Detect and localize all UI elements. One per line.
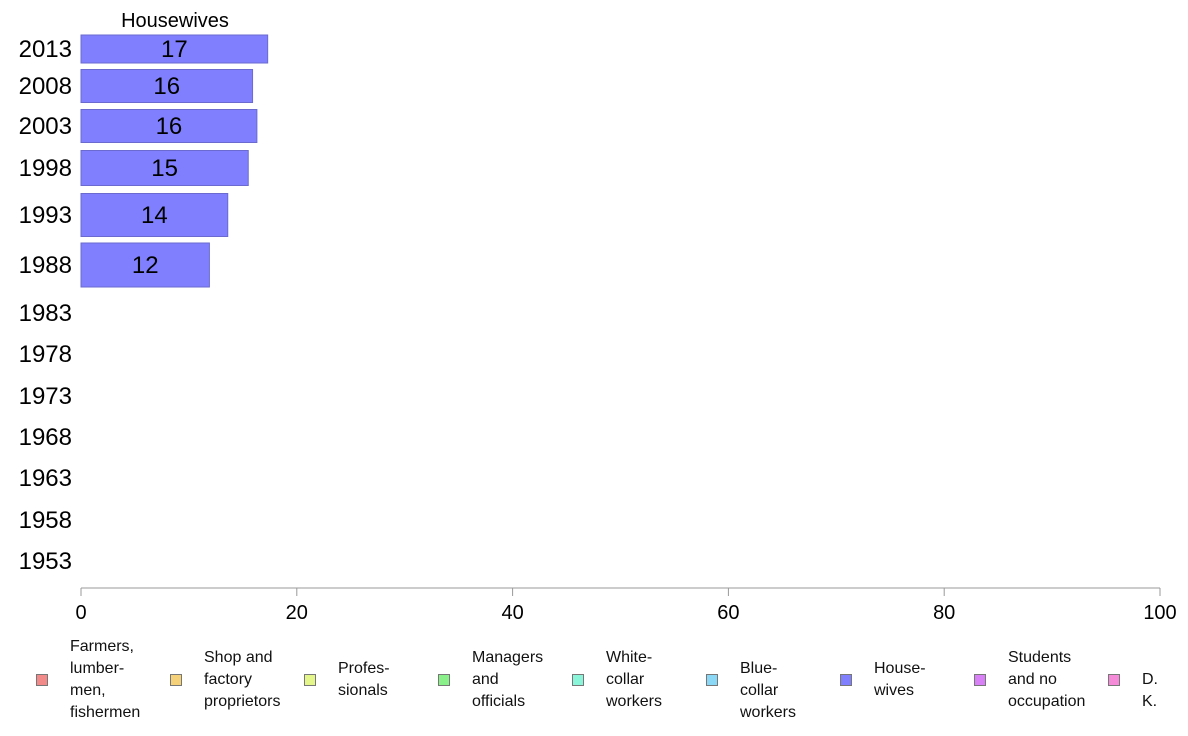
- bar-1988: [80, 242, 210, 288]
- legend-label: House- wives: [874, 660, 926, 699]
- y-tick-label-1963: 1963: [19, 465, 72, 492]
- y-tick-label-1953: 1953: [19, 548, 72, 575]
- legend-swatch: [1108, 674, 1120, 686]
- legend-label: Profes- sionals: [338, 660, 390, 699]
- data-label-2008: 16: [153, 73, 180, 100]
- bar-1998: [80, 150, 249, 186]
- x-tick-label-40: 40: [501, 602, 523, 624]
- chart-title: Housewives: [121, 10, 229, 32]
- y-tick-label-2008: 2008: [19, 73, 72, 100]
- y-tick-label-1988: 1988: [19, 252, 72, 279]
- legend-label: Farmers, lumber- men, fishermen: [70, 638, 141, 721]
- legend-label: Blue-collar workers: [740, 660, 797, 721]
- y-tick-label-1958: 1958: [19, 507, 72, 534]
- legend-label: Students and no occupation: [1008, 649, 1086, 710]
- y-tick-label-1983: 1983: [19, 300, 72, 327]
- data-label-1998: 15: [151, 155, 178, 182]
- data-label-2003: 16: [156, 113, 183, 140]
- bar-2013: [80, 34, 269, 64]
- legend-label: White- collar workers: [606, 649, 663, 710]
- y-axis-labels: 2013 2008 2003 1998 1993 1988 1983 1978 1973 1968…: [19, 36, 72, 575]
- legend-swatch: [304, 674, 316, 686]
- y-tick-label-1973: 1973: [19, 383, 72, 410]
- bar-2003: [80, 109, 258, 143]
- x-tick-label-0: 0: [75, 602, 86, 624]
- y-tick-label-1968: 1968: [19, 424, 72, 451]
- legend-swatch: [572, 674, 584, 686]
- y-tick-label-1998: 1998: [19, 155, 72, 182]
- legend-swatch: [840, 674, 852, 686]
- data-label-2013: 17: [161, 36, 188, 63]
- legend-label: Managers and officials: [472, 649, 544, 710]
- legend-label: Shop and factory proprietors: [204, 649, 281, 710]
- legend-swatch: [974, 674, 986, 686]
- y-tick-label-2013: 2013: [19, 36, 72, 63]
- legend-swatch: [706, 674, 718, 686]
- bar-1993: [80, 193, 229, 237]
- y-tick-label-1993: 1993: [19, 202, 72, 229]
- bars-group: 17 16 16 15 14 12: [80, 34, 269, 288]
- bar-2008: [80, 69, 254, 103]
- legend: Farmers, lumber- men, fishermen Shop and …: [0, 638, 1188, 736]
- x-tick-label-60: 60: [717, 602, 739, 624]
- x-tick-label-80: 80: [933, 602, 955, 624]
- x-axis: 0 20 40 60 80 100: [75, 587, 1177, 624]
- legend-swatch: [438, 674, 450, 686]
- data-label-1993: 14: [141, 202, 168, 229]
- bar-chart: Housewives 17 16 16 15 14 12 2013 2008 2003 1998…: [19, 10, 1177, 624]
- x-tick-label-100: 100: [1143, 602, 1176, 624]
- y-tick-label-1978: 1978: [19, 341, 72, 368]
- x-tick-label-20: 20: [286, 602, 308, 624]
- legend-swatch: [170, 674, 182, 686]
- data-label-1988: 12: [132, 252, 159, 279]
- legend-label: D. K.: [1142, 671, 1158, 710]
- y-tick-label-2003: 2003: [19, 113, 72, 140]
- legend-swatch: [36, 674, 48, 686]
